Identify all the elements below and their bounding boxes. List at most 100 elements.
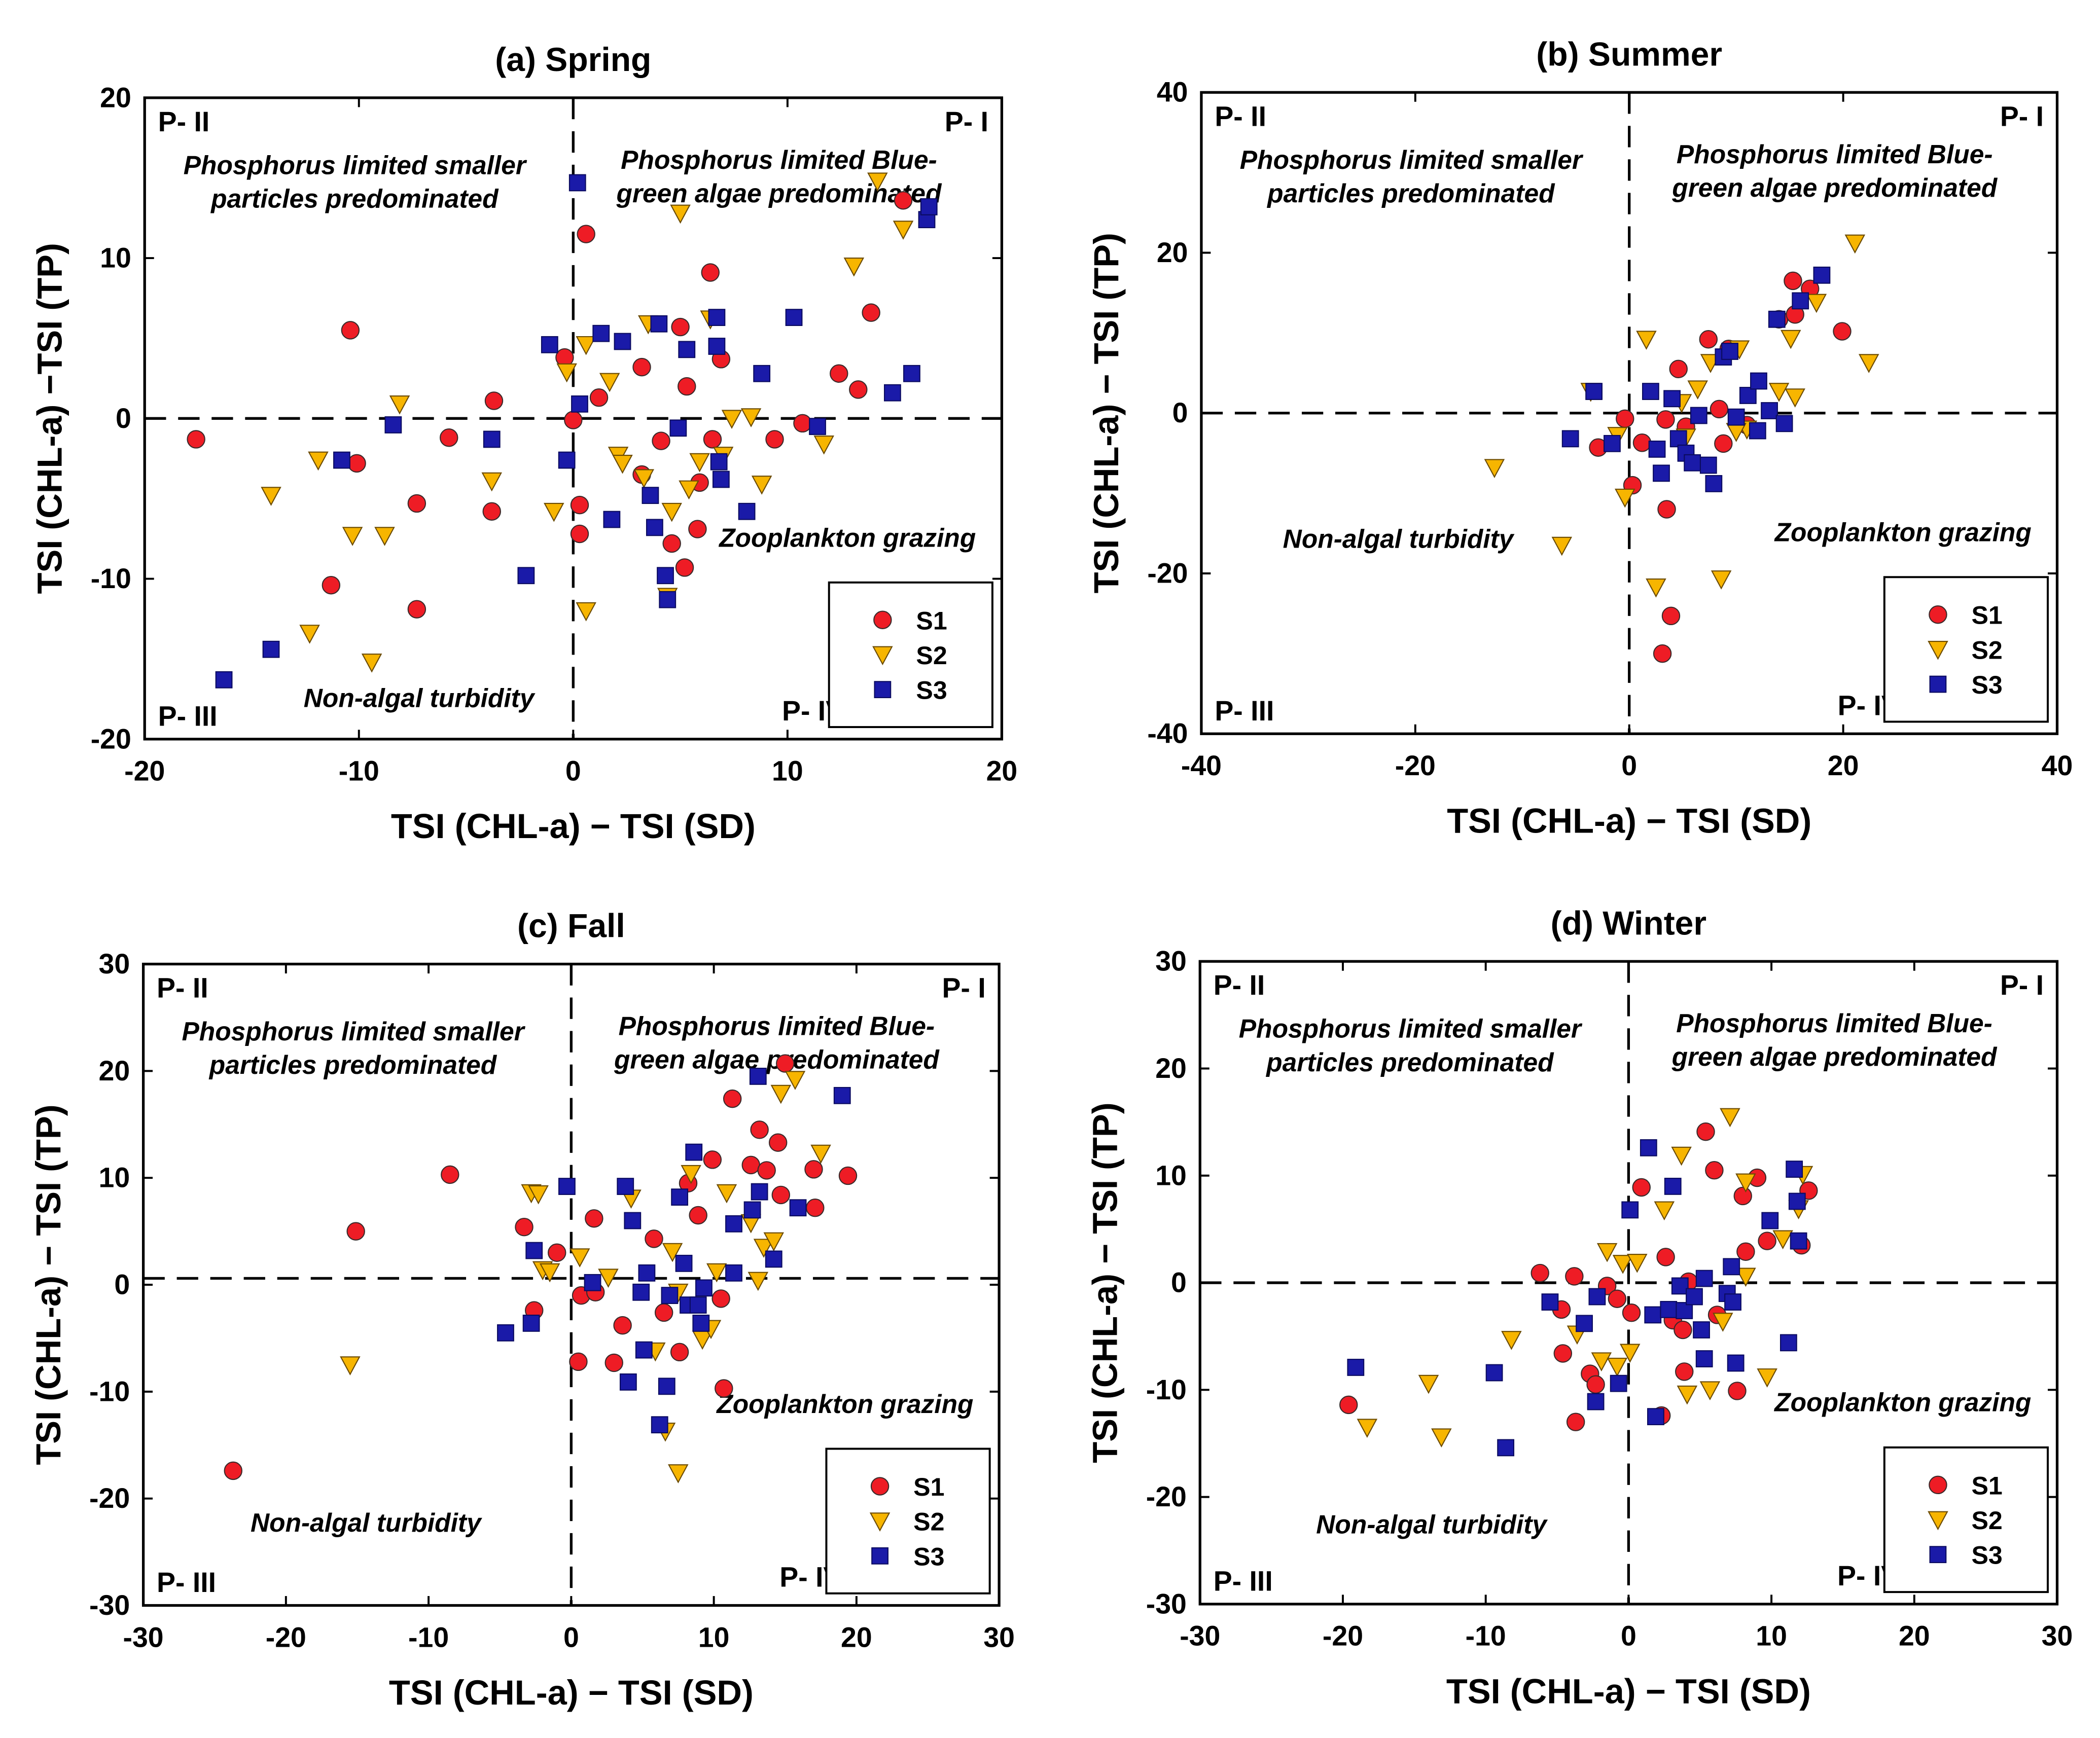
y-tick-label: 0 — [1172, 397, 1188, 428]
data-point-S3 — [1779, 1334, 1797, 1352]
data-point-S3 — [1648, 441, 1666, 458]
data-point-S1 — [589, 388, 609, 407]
data-point-S2 — [679, 480, 699, 500]
data-point-S3 — [1813, 266, 1831, 284]
quadrant-description-p4: Zooplankton grazing — [718, 523, 976, 552]
legend-marker-S2 — [872, 646, 893, 666]
data-point-S3 — [1761, 402, 1778, 419]
x-tick-label: 30 — [983, 1621, 1015, 1653]
data-point-S1 — [1728, 1382, 1747, 1400]
y-tick-label: 10 — [98, 1162, 130, 1193]
data-point-S1 — [1696, 1122, 1715, 1141]
data-point-S3 — [1775, 415, 1793, 432]
quadrant-description-p2: particles predominated — [1266, 178, 1555, 208]
quadrant-label-p3: P- III — [158, 700, 218, 732]
data-point-S1 — [765, 430, 784, 449]
y-tick-label: -20 — [91, 723, 131, 754]
data-point-S2 — [1780, 330, 1801, 349]
data-point-S1 — [1784, 271, 1802, 291]
data-point-S1 — [632, 357, 651, 377]
data-point-S3 — [1721, 343, 1738, 360]
data-point-S3 — [920, 198, 938, 215]
data-point-S1 — [1632, 1178, 1651, 1197]
data-point-S1 — [678, 377, 696, 396]
data-point-S1 — [585, 1209, 603, 1228]
y-tick-label: 10 — [1155, 1160, 1187, 1191]
data-point-S2 — [813, 436, 834, 455]
chart-title: (c) Fall — [517, 907, 625, 945]
data-point-S3 — [1621, 1201, 1639, 1219]
y-axis-label: TSI (CHL-a) −TSI (TP) — [30, 243, 69, 594]
data-point-S2 — [340, 1356, 361, 1375]
data-point-S1 — [830, 364, 848, 383]
x-tick-label: 20 — [1899, 1620, 1930, 1652]
data-point-S3 — [695, 1279, 713, 1297]
data-point-S1 — [440, 428, 458, 447]
data-point-S2 — [893, 221, 914, 240]
data-point-S1 — [1656, 1248, 1675, 1266]
data-point-S1 — [771, 1185, 791, 1205]
x-tick-label: -10 — [339, 755, 379, 787]
data-point-S1 — [768, 1133, 788, 1152]
data-point-S3 — [617, 1178, 634, 1195]
data-point-S3 — [642, 487, 659, 504]
data-point-S2 — [539, 1263, 560, 1283]
data-point-S2 — [389, 395, 410, 415]
data-point-S2 — [1711, 570, 1732, 590]
quadrant-description-p1: Phosphorus limited Blue- — [1676, 1008, 1992, 1038]
data-point-S2 — [1772, 1230, 1793, 1250]
data-point-S2 — [556, 363, 577, 383]
data-point-S1 — [1669, 359, 1688, 379]
data-point-S2 — [1501, 1331, 1522, 1350]
quadrant-label-p1: P- I — [2000, 100, 2044, 132]
data-point-S1 — [652, 431, 670, 450]
data-point-S1 — [1339, 1395, 1358, 1415]
data-point-S3 — [1640, 1139, 1657, 1156]
legend-label-S2: S2 — [1971, 636, 2002, 664]
data-point-S1 — [793, 414, 812, 433]
quadrant-label-p2: P- II — [1214, 969, 1265, 1001]
data-point-S2 — [1619, 1344, 1641, 1363]
data-point-S1 — [849, 380, 868, 399]
data-point-S1 — [1674, 1320, 1692, 1339]
legend-label-S3: S3 — [1971, 671, 2002, 699]
data-point-S1 — [1566, 1413, 1585, 1431]
data-point-S1 — [515, 1217, 533, 1237]
y-tick-label: -20 — [89, 1482, 130, 1514]
data-point-S1 — [322, 576, 341, 595]
y-tick-label: 10 — [100, 242, 131, 274]
quadrant-label-p1: P- I — [942, 972, 985, 1004]
data-point-S1 — [441, 1165, 459, 1184]
quadrant-label-p2: P- II — [157, 972, 208, 1004]
data-point-S3 — [525, 1242, 543, 1259]
legend-marker-S3 — [1929, 1546, 1947, 1564]
series-S1 — [224, 1054, 858, 1480]
data-point-S2 — [598, 1269, 619, 1288]
data-point-S1 — [484, 391, 504, 410]
chart-title: (d) Winter — [1551, 904, 1706, 942]
quadrant-description-p3: Non-algal turbidity — [304, 683, 536, 713]
data-point-S1 — [1758, 1232, 1776, 1250]
data-point-S3 — [712, 470, 730, 488]
series-S3 — [1561, 266, 1831, 492]
data-point-S3 — [1604, 434, 1621, 452]
data-point-S3 — [1761, 1212, 1779, 1229]
data-point-S2 — [308, 451, 329, 471]
legend-label-S2: S2 — [916, 641, 947, 670]
data-point-S2 — [1646, 578, 1666, 598]
y-tick-label: 20 — [98, 1055, 130, 1087]
data-point-S3 — [1664, 1178, 1682, 1195]
quadrant-description-p2: Phosphorus limited smaller — [1240, 145, 1584, 174]
data-point-S3 — [1723, 1258, 1740, 1276]
data-point-S3 — [833, 1087, 851, 1104]
data-point-S2 — [1591, 1352, 1612, 1371]
data-point-S2 — [576, 336, 596, 355]
data-point-S2 — [1735, 1268, 1756, 1287]
data-point-S1 — [1710, 400, 1729, 419]
data-point-S2 — [740, 408, 762, 427]
data-point-S2 — [1858, 354, 1879, 373]
legend-label-S2: S2 — [1971, 1506, 2002, 1535]
data-point-S2 — [1484, 459, 1505, 478]
x-tick-label: 20 — [1828, 750, 1859, 781]
data-point-S1 — [407, 600, 426, 619]
